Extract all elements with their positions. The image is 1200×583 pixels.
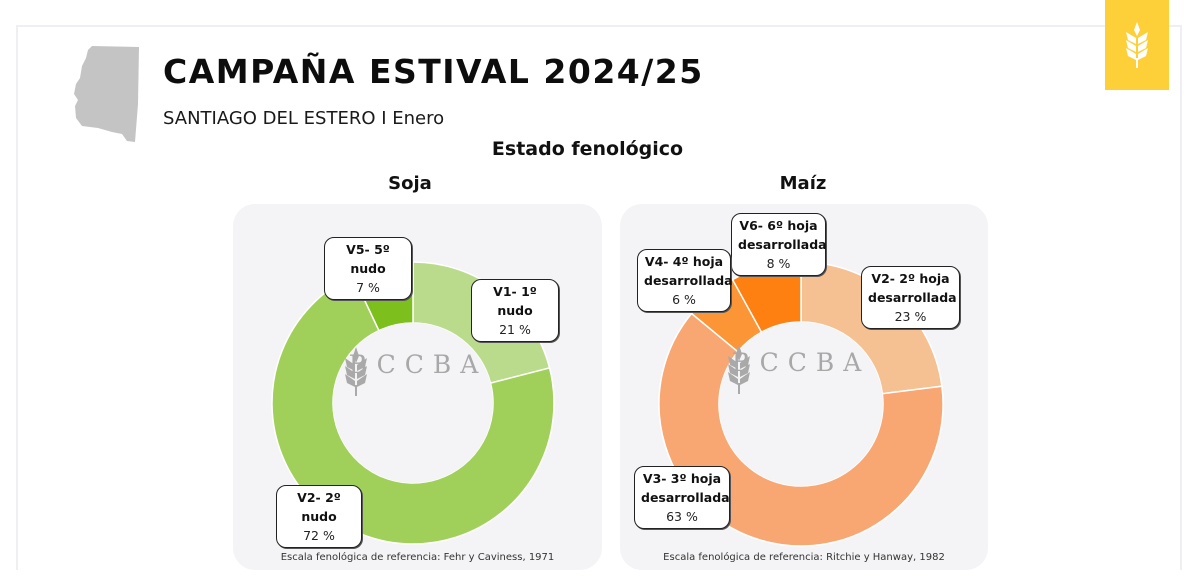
page-title: CAMPAÑA ESTIVAL 2024/25	[163, 52, 704, 91]
callout-soja-v1: V1- 1º nudo 21 %	[471, 279, 559, 342]
callout-maiz-v2: V2- 2º hoja desarrollada 23 %	[861, 266, 960, 329]
page-subtitle: SANTIAGO DEL ESTERO I Enero	[163, 108, 445, 129]
wheat-icon	[728, 345, 750, 394]
maiz-chart-title: Maíz	[779, 173, 827, 194]
callout-maiz-v3: V3- 3º hoja desarrollada 63 %	[634, 466, 730, 529]
maiz-chart-panel: BCCBA V6- 6º hoja desarrollada 8 % V4- 4…	[620, 204, 988, 570]
province-map-icon	[74, 46, 139, 142]
wheat-icon	[1126, 22, 1148, 68]
soja-footnote: Escala fenológica de referencia: Fehr y …	[280, 552, 555, 563]
callout-maiz-v4: V4- 4º hoja desarrollada 6 %	[637, 249, 733, 312]
maiz-footnote: Escala fenológica de referencia: Ritchie…	[663, 552, 945, 563]
bccba-logo-text: BCCBA	[348, 350, 488, 379]
brand-badge	[1105, 0, 1169, 90]
section-title: Estado fenológico	[491, 138, 684, 160]
soja-chart-title: Soja	[388, 173, 432, 194]
bccba-logo: BCCBA	[726, 344, 876, 394]
donut-slice	[271, 274, 555, 545]
bccba-logo: BCCBA	[343, 346, 493, 396]
callout-maiz-v6: V6- 6º hoja desarrollada 8 %	[731, 213, 827, 276]
callout-soja-v2: V2- 2º nudo 72 %	[276, 485, 362, 548]
callout-soja-v5: V5- 5º nudo 7 %	[324, 237, 412, 300]
wheat-icon	[345, 347, 367, 396]
soja-chart-panel: BCCBA V5- 5º nudo 7 % V1- 1º nudo 21 % V…	[233, 204, 602, 570]
bccba-logo-text: BCCBA	[731, 348, 871, 377]
